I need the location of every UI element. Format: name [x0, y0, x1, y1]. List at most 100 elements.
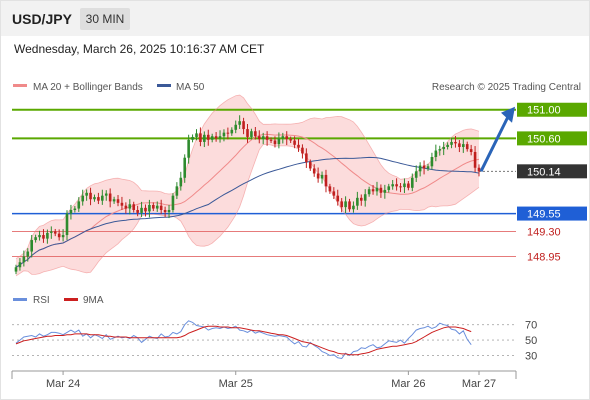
candle-body	[410, 177, 414, 188]
candle-body	[257, 136, 261, 140]
candle-body	[434, 150, 438, 157]
x-tick-label: Mar 26	[391, 378, 425, 390]
resistance-label-box	[517, 102, 587, 117]
candle-body	[163, 209, 167, 213]
candle-body	[473, 151, 477, 168]
candle-body	[112, 199, 116, 202]
bollinger-upper-line	[15, 94, 480, 260]
candle-body	[320, 174, 324, 179]
candle-body	[222, 132, 226, 137]
rsi-legend-label: RSI	[33, 295, 50, 306]
support-label-minor: 148.95	[527, 252, 561, 264]
candle-body	[363, 194, 367, 201]
support-label-box	[517, 206, 587, 221]
candle-body	[469, 149, 473, 152]
candle-body	[308, 162, 312, 169]
candle-body	[238, 121, 241, 125]
support-label-minor: 149.30	[527, 226, 561, 238]
rsi-panel: 70 50 30	[12, 320, 537, 362]
candle-body	[34, 237, 37, 241]
rsi-y-tick: 70	[525, 320, 537, 332]
candle-body	[61, 235, 65, 238]
candle-body	[391, 184, 394, 187]
candle-body	[312, 168, 316, 174]
level-labels: 151.00 150.60 150.14 149.55 149.30 148.95	[517, 102, 587, 264]
candle-body	[269, 139, 273, 141]
x-tick-label: Mar 25	[219, 378, 253, 390]
ma50-legend-label: MA 50	[176, 82, 205, 93]
candle-body	[195, 133, 198, 137]
candle-body	[218, 136, 222, 139]
candle-body	[477, 167, 481, 172]
candle-body	[332, 191, 336, 196]
candle-body	[187, 139, 190, 158]
candle-body	[65, 213, 69, 236]
candle-body	[46, 232, 49, 239]
candle-body	[246, 129, 249, 137]
candle-body	[281, 136, 285, 139]
candle-body	[140, 207, 143, 213]
candle-body	[359, 197, 363, 201]
candle-body	[340, 201, 343, 208]
x-axis: Mar 24 Mar 25 Mar 26 Mar 27	[46, 371, 496, 390]
timeframe-button[interactable]: 30 MIN	[80, 8, 130, 30]
x-tick-label: Mar 27	[462, 378, 496, 390]
rsi-legend-swatch	[13, 298, 27, 301]
candle-body	[316, 173, 320, 179]
candle-body	[348, 201, 351, 210]
candle-body	[352, 205, 355, 210]
candle-body	[108, 193, 112, 202]
candle-body	[144, 207, 147, 212]
candle-body	[148, 204, 151, 212]
candle-body	[395, 184, 398, 187]
candle-body	[234, 124, 238, 130]
candle-body	[175, 186, 179, 196]
candle-body	[38, 235, 41, 238]
candle-body	[375, 187, 379, 192]
candle-body	[265, 136, 269, 140]
candle-body	[293, 140, 296, 145]
ma20-line	[15, 133, 480, 268]
candle-body	[97, 197, 100, 201]
current-price-label: 150.14	[527, 166, 561, 178]
candle-body	[159, 205, 163, 210]
bollinger-lower-line	[15, 144, 480, 277]
candle-body	[250, 131, 253, 137]
moving-averages	[15, 94, 480, 277]
resistance-label-box	[517, 131, 587, 146]
candle-body	[277, 138, 281, 145]
candle-body	[297, 144, 300, 148]
rsi-line	[15, 320, 472, 360]
support-label: 149.55	[527, 209, 561, 221]
timestamp-label: Wednesday, March 26, 2025 10:16:37 AM CE…	[14, 42, 265, 56]
ma50-legend-swatch	[157, 84, 171, 87]
candle-body	[426, 166, 430, 169]
candle-body	[167, 209, 171, 213]
candle-body	[418, 165, 422, 172]
candle-body	[42, 235, 45, 239]
candle-body	[155, 205, 159, 209]
candle-body	[22, 256, 26, 263]
candle-body	[379, 187, 383, 193]
candle-body	[179, 177, 183, 187]
candle-body	[132, 204, 136, 210]
candle-body	[254, 131, 257, 137]
candle-body	[344, 201, 347, 208]
candle-body	[210, 136, 214, 140]
rsi-ma-legend-swatch	[64, 298, 78, 301]
watermark: Research © 2025 Trading Central	[432, 82, 581, 93]
rsi-y-tick: 30	[525, 350, 537, 362]
candle-body	[191, 136, 194, 140]
candle-body	[414, 171, 418, 178]
candle-body	[356, 197, 359, 206]
candle-body	[53, 231, 57, 234]
candle-body	[18, 262, 22, 268]
rsi-ma-legend-label: 9MA	[83, 295, 104, 306]
candle-body	[30, 240, 33, 252]
x-tick-label: Mar 24	[46, 378, 80, 390]
candle-body	[183, 157, 187, 178]
candle-body	[273, 140, 277, 145]
candle-body	[446, 144, 449, 147]
candle-body	[226, 132, 230, 134]
candle-body	[387, 186, 391, 190]
